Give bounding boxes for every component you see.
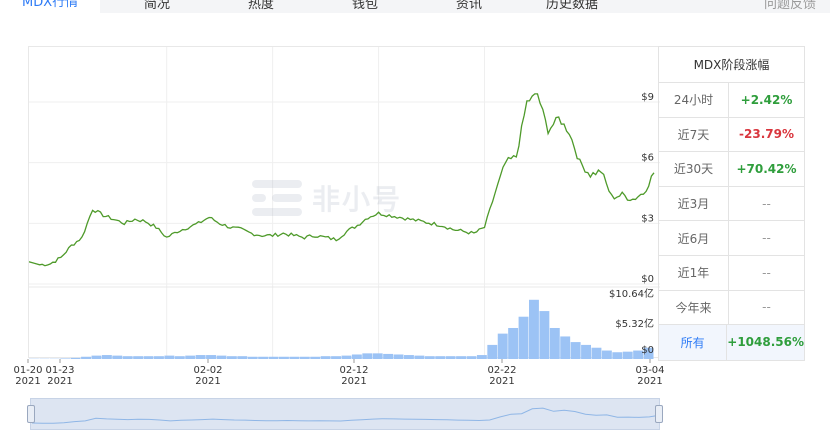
volume-bar (612, 352, 623, 359)
stats-row-3m: 近3月 -- (659, 186, 804, 222)
stats-row-all[interactable]: 所有 +1048.56% (659, 325, 804, 360)
x-tick-label: 02-02 2021 (193, 365, 222, 387)
navigator-right-handle[interactable] (655, 405, 663, 423)
stats-row-7d: 近7天 -23.79% (659, 117, 804, 153)
stage-change-title: MDX阶段涨幅 (659, 47, 804, 83)
volume-bar (331, 356, 341, 359)
volume-bar (185, 355, 196, 359)
volume-bar (81, 356, 91, 359)
volume-bar (279, 356, 289, 359)
volume-bar (143, 356, 154, 359)
price-volume-chart[interactable]: $9 $6 $3 $0 $10.64亿 $5.32亿 $0 (29, 47, 660, 359)
price-y-tick: $3 (641, 213, 654, 224)
feedback-link[interactable]: 问题反馈 (763, 0, 816, 12)
tab-bar: MDX行情 简况 热度 钱包 资讯 历史数据 问题反馈 (0, 0, 830, 13)
stats-row-ytd: 今年来 -- (659, 290, 804, 326)
volume-bar (404, 355, 414, 359)
volume-bar (101, 355, 112, 359)
volume-bar (539, 311, 550, 359)
navigator-line (31, 407, 661, 424)
volume-bar (122, 356, 133, 359)
volume-bar (91, 355, 102, 359)
price-line (29, 93, 655, 267)
stats-row-6m: 近6月 -- (659, 221, 804, 256)
tab-mdx-market[interactable]: MDX行情 (0, 0, 101, 13)
volume-y-tick: $5.32亿 (615, 317, 654, 330)
tab-heat[interactable]: 热度 (248, 0, 275, 12)
volume-bar (643, 347, 654, 359)
tab-news[interactable]: 资讯 (456, 0, 483, 12)
volume-bar (560, 336, 571, 359)
volume-bar (622, 351, 633, 359)
volume-bar (247, 356, 258, 359)
navigator-preview (31, 407, 661, 424)
x-tick-label: 02-22 2021 (487, 365, 516, 387)
volume-bar (518, 316, 529, 359)
volume-bar (424, 356, 435, 359)
volume-bar (393, 354, 404, 359)
volume-bar (487, 344, 498, 359)
x-tick-label: 02-12 2021 (339, 365, 368, 387)
range-navigator[interactable] (27, 398, 663, 430)
stats-row-1y: 近1年 -- (659, 255, 804, 291)
navigator-left-handle[interactable] (27, 405, 35, 423)
volume-bar (508, 327, 519, 359)
volume-bar (133, 356, 144, 359)
price-y-tick: $6 (641, 153, 654, 164)
chart-area[interactable]: $9 $6 $3 $0 $10.64亿 $5.32亿 $0 (28, 46, 660, 359)
volume-bar (549, 327, 560, 359)
stage-change-table: MDX阶段涨幅 24小时 +2.42% 近7天 -23.79% 近30天 +70.42… (658, 46, 805, 361)
price-y-tick: $0 (641, 274, 654, 285)
volume-bar (497, 333, 508, 359)
volume-y-tick: $0 (641, 345, 654, 356)
volume-bar (195, 355, 206, 359)
volume-bar (154, 356, 164, 359)
volume-bar (435, 356, 446, 359)
stats-row-24h: 24小时 +2.42% (659, 83, 804, 118)
tab-history[interactable]: 历史数据 (546, 0, 599, 12)
x-tick-label: 01-23 2021 (45, 365, 74, 387)
volume-bar (476, 355, 487, 359)
watermark-logo-icon (252, 180, 302, 216)
volume-bar (258, 356, 269, 359)
volume-bar (237, 356, 248, 359)
watermark-text: 非小号 (312, 183, 403, 216)
price-y-tick: $9 (641, 92, 654, 103)
volume-y-tick: $10.64亿 (609, 287, 654, 300)
volume-bar (591, 347, 602, 359)
volume-bar (362, 353, 373, 359)
volume-bar (206, 355, 216, 359)
volume-bar (581, 344, 591, 359)
tab-wallet[interactable]: 钱包 (352, 0, 379, 12)
volume-bar (70, 357, 81, 359)
volume-bar (383, 353, 394, 359)
volume-bar (289, 356, 300, 359)
volume-bar (60, 358, 71, 359)
volume-bar (414, 355, 425, 359)
volume-bar (174, 356, 185, 359)
volume-bar (216, 355, 227, 359)
watermark: 非小号 (252, 178, 402, 218)
volume-bar (320, 356, 331, 359)
volume-bar (456, 356, 466, 359)
volume-bar (268, 356, 279, 359)
volume-bar (112, 355, 123, 359)
volume-bar (466, 356, 477, 359)
volume-bar (351, 354, 362, 359)
volume-bar (299, 356, 310, 359)
tab-overview[interactable]: 简况 (144, 0, 171, 12)
volume-bar (633, 350, 644, 359)
x-tick-label: 01-20 2021 (13, 365, 42, 387)
volume-bar (164, 355, 175, 359)
volume-bar (529, 299, 539, 359)
volume-bar (341, 355, 352, 359)
volume-bar (226, 356, 237, 359)
volume-bar (310, 356, 321, 359)
volume-bar (372, 353, 383, 359)
volume-bar (601, 350, 612, 359)
volume-bar (445, 356, 456, 359)
volume-bar (570, 342, 581, 359)
x-tick-label: 03-04 2021 (635, 365, 664, 387)
stats-row-30d: 近30天 +70.42% (659, 152, 804, 187)
